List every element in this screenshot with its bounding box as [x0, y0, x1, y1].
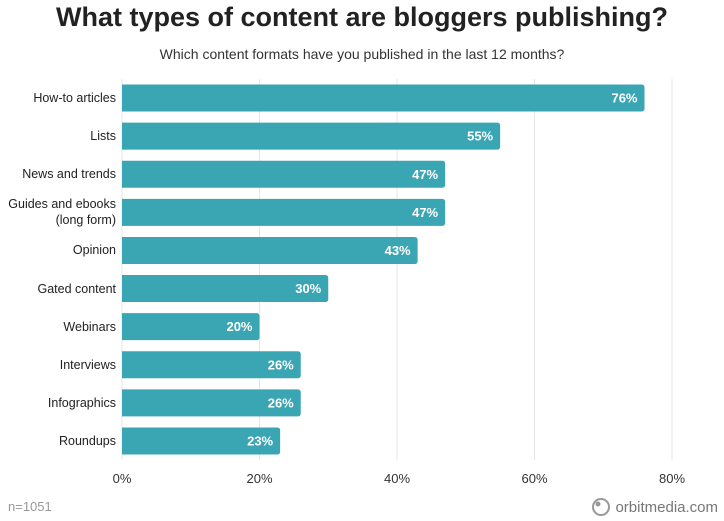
category-label: Infographics: [47, 395, 116, 410]
bar: [122, 122, 501, 150]
value-label: 30%: [295, 281, 321, 296]
chart-title: What types of content are bloggers publi…: [55, 2, 669, 32]
value-label: 23%: [247, 433, 273, 448]
category-label: Guides and ebooks (long form): [8, 197, 116, 228]
category-label: Opinion: [72, 243, 116, 258]
chart-subtitle: Which content formats have you published…: [159, 46, 565, 62]
value-label: 43%: [385, 243, 411, 258]
value-label: 26%: [268, 395, 294, 410]
category-label: News and trends: [22, 167, 116, 182]
bar: [122, 389, 301, 417]
x-tick-label: 20%: [246, 471, 272, 486]
bar: [122, 198, 446, 226]
bar: [122, 236, 418, 264]
sample-note: n=1051: [8, 499, 52, 514]
bar: [122, 427, 281, 455]
category-label: Gated content: [37, 281, 116, 296]
source-text: orbitmedia.com: [615, 498, 718, 516]
value-label: 55%: [467, 129, 493, 144]
category-label: Webinars: [63, 319, 116, 334]
value-label: 47%: [412, 205, 438, 220]
value-label: 47%: [412, 167, 438, 182]
value-label: 26%: [268, 357, 294, 372]
bar: [122, 275, 329, 303]
value-label: 76%: [611, 91, 637, 106]
bar: [122, 313, 260, 341]
value-label: 20%: [226, 319, 252, 334]
category-label: How-to articles: [33, 91, 116, 106]
bar: [122, 351, 301, 379]
x-tick-label: 80%: [659, 471, 685, 486]
category-label: Lists: [90, 129, 116, 144]
source: orbitmedia.com: [591, 497, 718, 517]
x-tick-label: 60%: [521, 471, 547, 486]
x-tick-label: 40%: [384, 471, 410, 486]
bar: [122, 160, 446, 188]
logo: [592, 498, 611, 516]
x-tick-label: 0%: [113, 471, 132, 486]
category-label: Roundups: [59, 433, 116, 448]
bar: [122, 84, 645, 112]
category-label: Interviews: [59, 357, 116, 372]
